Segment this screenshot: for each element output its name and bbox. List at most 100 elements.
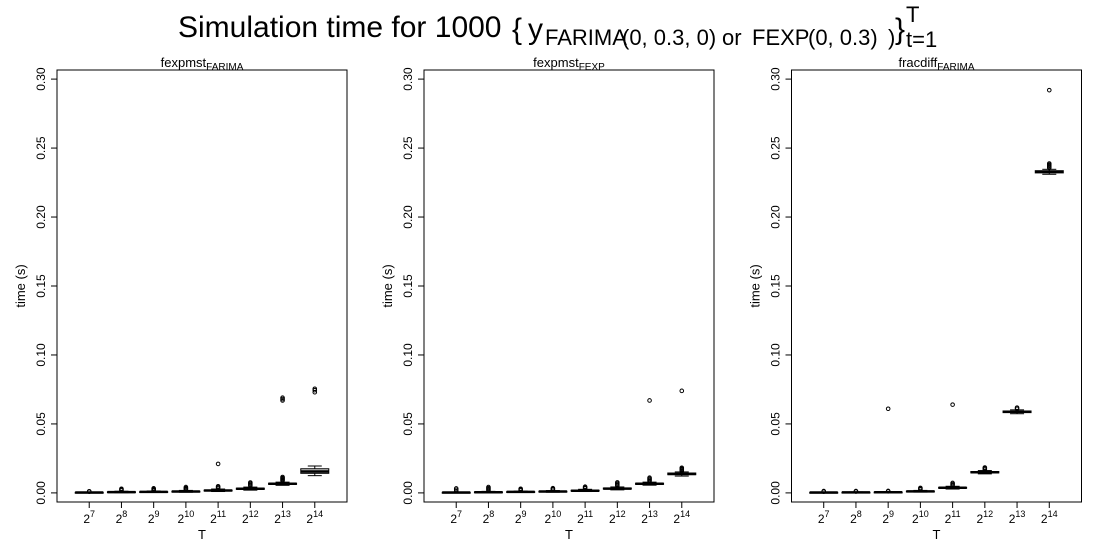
x-tick-base: 2 [515, 512, 522, 526]
x-tick-label: 212 [976, 509, 993, 526]
panel-title-main: fracdiff [898, 55, 937, 70]
y-tick-label: 0.25 [34, 136, 48, 160]
x-tick-exponent: 12 [983, 509, 993, 519]
x-tick-label: 29 [882, 509, 894, 526]
y-tick-label: 0.30 [34, 67, 48, 91]
title-y: y [528, 13, 543, 46]
x-axis-label: T [198, 527, 206, 542]
x-tick-exponent: 12 [616, 509, 626, 519]
x-axis-label: T [933, 527, 941, 542]
x-tick-base: 2 [882, 512, 889, 526]
y-tick-label: 0.10 [769, 343, 783, 367]
box-outlier [453, 486, 459, 491]
x-tick-exponent: 9 [889, 509, 894, 519]
box-7 [1002, 405, 1032, 415]
box-outlier [312, 386, 318, 392]
box-5 [570, 484, 600, 493]
panel-title: fexpmstFARIMA [161, 55, 244, 73]
box-6 [235, 480, 265, 491]
x-tick-base: 2 [274, 512, 281, 526]
x-tick-base: 2 [306, 512, 313, 526]
x-tick-label: 28 [116, 509, 128, 526]
box-8 [667, 388, 697, 477]
x-tick-label: 210 [912, 509, 929, 526]
x-tick-exponent: 11 [584, 509, 593, 519]
x-tick-exponent: 7 [457, 509, 462, 519]
x-tick-label: 211 [945, 509, 961, 526]
x-tick-exponent: 11 [217, 509, 226, 519]
x-tick-exponent: 8 [122, 509, 127, 519]
x-tick-label: 210 [178, 509, 195, 526]
x-tick-label: 27 [818, 509, 830, 526]
box-8 [300, 386, 330, 477]
box-2 [473, 484, 503, 494]
box-3 [506, 486, 536, 494]
x-tick-base: 2 [976, 512, 983, 526]
x-tick-exponent: 10 [551, 509, 561, 519]
box-outlier [821, 488, 827, 494]
title-args-fexp: (0, 0.3) [808, 25, 878, 50]
title-brace-close: } [895, 13, 905, 46]
x-tick-base: 2 [577, 512, 584, 526]
y-tick-label: 0.25 [769, 136, 783, 160]
box-outlier [950, 402, 955, 407]
panel-title: fracdiffFARIMA [898, 55, 974, 73]
boxplot-panel-fexpmst-fexp: fexpmstFEXP 0.00 0.05 0.10 0.15 0.20 0.25 0.30 t… [380, 55, 715, 542]
title-superscript: T [906, 2, 919, 27]
x-tick-exponent: 10 [919, 509, 929, 519]
box-outlier [647, 398, 652, 403]
title-args-farima: (0, 0.3, 0) [622, 25, 716, 50]
figure-title: Simulation time for 1000 { y FARIMA (0, … [178, 2, 937, 52]
x-tick-base: 2 [178, 512, 185, 526]
x-tick-base: 2 [450, 512, 457, 526]
box-outlier [486, 484, 491, 490]
box-outlier [119, 486, 124, 492]
x-tick-exponent: 8 [857, 509, 862, 519]
box-outlier [853, 488, 859, 494]
box-outlier [86, 488, 92, 494]
x-tick-base: 2 [83, 512, 90, 526]
x-tick-base: 2 [148, 512, 155, 526]
box-2 [841, 488, 871, 494]
y-axis-label: time (s) [748, 264, 763, 307]
x-tick-base: 2 [242, 512, 249, 526]
title-sub-fexp: FEXP [752, 25, 809, 50]
box-1 [74, 488, 104, 494]
x-tick-exponent: 14 [1048, 509, 1058, 519]
boxplot-panel-fracdiff-farima: fracdiffFARIMA 0.00 0.05 0.10 0.15 0.20 0.25 0.… [748, 55, 1082, 542]
title-subscript: t=1 [906, 27, 937, 52]
box-outlier [918, 485, 923, 491]
x-tick-label: 211 [210, 509, 226, 526]
x-tick-exponent: 13 [648, 509, 658, 519]
y-tick-label: 0.30 [769, 67, 783, 91]
y-tick-label: 0.00 [34, 481, 48, 505]
box-3 [139, 486, 169, 494]
x-tick-exponent: 8 [489, 509, 494, 519]
box-5 [203, 461, 233, 493]
x-tick-label: 212 [609, 509, 626, 526]
x-tick-exponent: 7 [90, 509, 95, 519]
x-tick-base: 2 [210, 512, 217, 526]
box-3 [873, 406, 903, 494]
box-6 [970, 465, 1000, 475]
x-tick-exponent: 13 [1015, 509, 1025, 519]
x-tick-base: 2 [116, 512, 123, 526]
box-outlier [151, 486, 156, 491]
plot-frame [423, 69, 715, 503]
x-tick-exponent: 7 [825, 509, 830, 519]
figure-title-main: Simulation time for 1000 [178, 11, 502, 44]
y-tick-label: 0.20 [34, 205, 48, 229]
title-brace-open: { [512, 13, 522, 46]
y-axis-label: time (s) [380, 264, 395, 307]
box-outlier [885, 488, 891, 494]
box-outlier [647, 475, 652, 481]
box-outlier [1046, 87, 1052, 93]
x-tick-label: 28 [483, 509, 495, 526]
y-tick-label: 0.00 [769, 481, 783, 505]
box-outlier [215, 483, 221, 489]
y-tick-label: 0.10 [34, 343, 48, 367]
box-outlier [248, 480, 253, 485]
x-tick-label: 210 [545, 509, 562, 526]
box-outlier [1046, 161, 1052, 166]
box-4 [538, 485, 568, 493]
